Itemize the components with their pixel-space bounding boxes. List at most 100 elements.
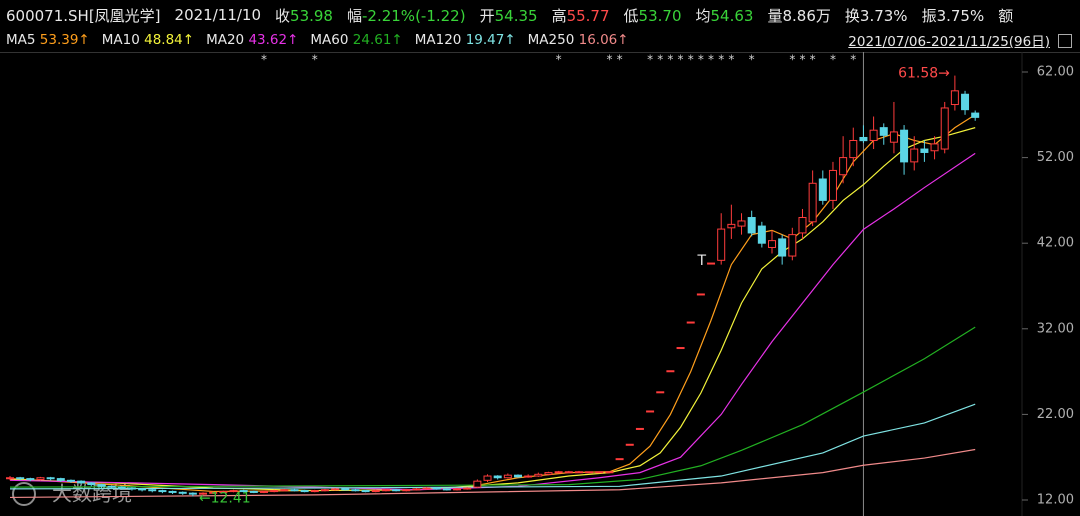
candle-body: [554, 471, 563, 474]
quote-field: 振3.75%: [922, 5, 985, 26]
signal-star: *: [647, 53, 653, 67]
candle-body: [310, 490, 319, 493]
candle-body: [229, 490, 238, 493]
quote-field: 高55.77: [552, 5, 610, 26]
quote-field: 低53.70: [624, 5, 682, 26]
field-value: 55.77: [566, 6, 610, 25]
candle-body: [209, 491, 218, 494]
candle-body: [656, 391, 665, 394]
candle-body: [341, 488, 350, 491]
candle-body: [442, 488, 451, 491]
candle-body: [320, 489, 329, 492]
candle-body: [859, 136, 868, 142]
ma-line: [9, 152, 976, 491]
candle-body: [107, 485, 116, 488]
signal-star: *: [708, 53, 714, 67]
field-value: 8.86万: [782, 6, 831, 25]
y-tick-label: 12.00: [1037, 493, 1074, 508]
annotation: ←12.41: [199, 490, 251, 506]
field-label: 收: [275, 6, 291, 25]
ma-line: [9, 403, 976, 490]
candle-body: [798, 217, 807, 234]
candle-body: [300, 490, 309, 493]
candle-body: [97, 484, 106, 487]
candle-body: [514, 474, 522, 478]
candle-body: [473, 480, 482, 488]
candle-body: [717, 228, 726, 261]
candle-body: [178, 491, 187, 494]
candle-body: [605, 471, 614, 474]
candle-body: [574, 471, 583, 474]
candle-body: [950, 90, 959, 106]
legend-name: MA250: [527, 32, 575, 48]
legend-entry: MA10 48.84↑: [102, 32, 194, 48]
candle-body: [361, 490, 370, 493]
candle-body: [290, 489, 299, 492]
candle-body: [148, 489, 157, 492]
signal-star: *: [657, 53, 663, 67]
candle-body: [422, 487, 431, 490]
candle-body: [961, 93, 970, 111]
signal-star: *: [799, 53, 805, 67]
candle-body: [971, 112, 980, 118]
candle-body: [463, 487, 472, 490]
candle-body: [534, 473, 543, 477]
legend-name: MA5: [6, 32, 36, 48]
candle-body: [737, 220, 746, 227]
candle-body: [920, 148, 929, 153]
field-value: -2.21%(-1.22): [362, 6, 466, 25]
field-value: 54.35: [494, 6, 538, 25]
candle-body: [940, 107, 949, 150]
candle-body: [483, 475, 492, 481]
signal-star: *: [850, 53, 856, 67]
candle-body: [402, 489, 411, 492]
signal-star: *: [698, 53, 704, 67]
y-tick-label: 52.00: [1037, 150, 1074, 165]
candle-body: [778, 238, 787, 257]
candle-body: [56, 478, 65, 481]
y-tick-label: 62.00: [1037, 65, 1074, 80]
field-label: 600071.SH[凤凰光学]: [6, 6, 161, 25]
candle-body: [666, 370, 675, 373]
candle-body: [635, 427, 644, 430]
candle-body: [453, 488, 462, 491]
legend-name: MA10: [101, 32, 140, 48]
candle-body: [371, 490, 380, 493]
candle-body: [87, 482, 96, 486]
candle-body: [138, 488, 147, 491]
candle-body: [910, 148, 919, 163]
candle-body: [788, 234, 797, 257]
candle-body: [392, 489, 401, 492]
ma-legend: MA5 53.39↑ MA10 48.84↑ MA20 43.62↑ MA60 24.…: [6, 29, 1080, 51]
candle-body: [36, 477, 45, 480]
signal-star: *: [718, 53, 724, 67]
range-icon[interactable]: [1058, 34, 1072, 48]
annotation: 61.58→: [898, 66, 950, 82]
candle-body: [747, 217, 756, 234]
candle-body: [828, 169, 837, 201]
candle-body: [646, 410, 655, 413]
candle-body: [889, 131, 898, 143]
quote-field: 幅-2.21%(-1.22): [347, 5, 466, 26]
signal-star: *: [728, 53, 734, 67]
signal-star: *: [606, 53, 612, 67]
field-label: 开: [479, 6, 495, 25]
candle-body: [595, 471, 604, 474]
quote-header: 600071.SH[凤凰光学] 2021/11/10 收53.98 幅-2.21%(-…: [6, 2, 1080, 28]
legend-value: 19.47↑: [465, 32, 516, 48]
field-label: 量: [767, 6, 783, 25]
field-label: 振: [921, 6, 937, 25]
candle-body: [127, 487, 136, 490]
candle-body: [331, 488, 340, 491]
candle-body: [707, 262, 716, 265]
field-value: 3.73%: [859, 6, 908, 25]
legend-entry: MA250 16.06↑: [528, 32, 629, 48]
date-range[interactable]: 2021/07/06-2021/11/25(96日): [848, 34, 1050, 50]
quote-field: 换3.73%: [845, 5, 908, 26]
field-value: 54.63: [710, 6, 754, 25]
signal-star: *: [667, 53, 673, 67]
signal-star: *: [810, 53, 816, 67]
candle-body: [869, 129, 878, 141]
quote-field: 均54.63: [696, 5, 754, 26]
